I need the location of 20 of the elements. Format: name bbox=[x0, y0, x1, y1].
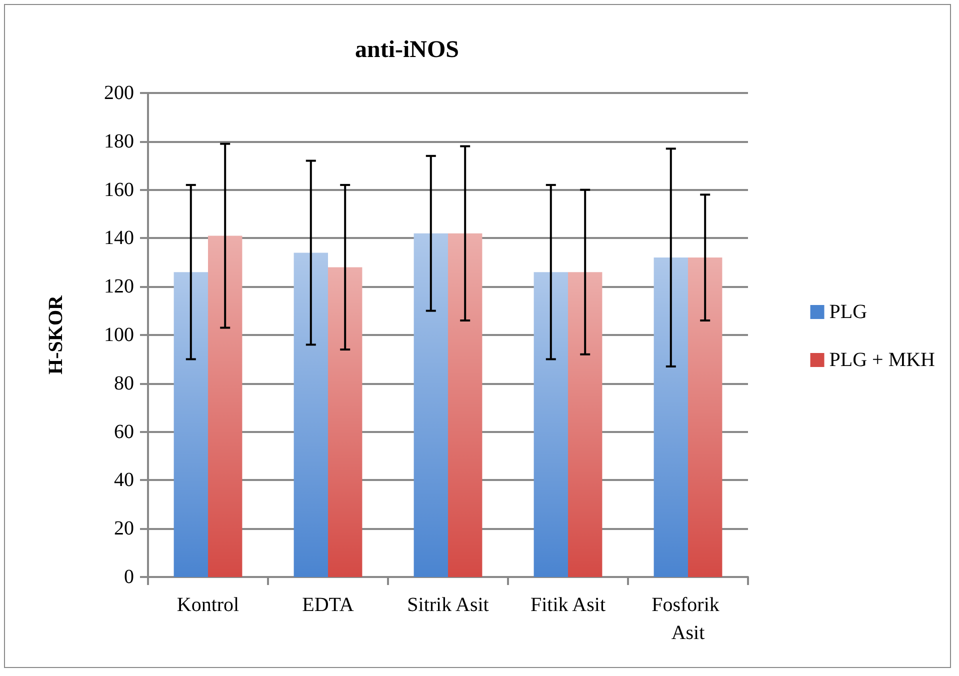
x-tick-label: Kontrol bbox=[176, 594, 240, 616]
y-tick-label: 120 bbox=[104, 276, 134, 298]
x-tick-label: Fosforik Asit bbox=[652, 594, 724, 644]
y-tick-label: 20 bbox=[114, 518, 134, 540]
x-tick-label: Sitrik Asit bbox=[407, 594, 490, 616]
y-tick-label: 160 bbox=[104, 178, 134, 201]
y-axis-title: H-SKOR bbox=[45, 295, 67, 374]
y-tick-label: 140 bbox=[104, 227, 134, 250]
x-tick-label: EDTA bbox=[302, 594, 354, 616]
y-tick-label: 60 bbox=[114, 420, 134, 443]
y-tick-label: 80 bbox=[114, 372, 134, 394]
y-tick-label: 0 bbox=[124, 566, 134, 588]
y-tick-label: 200 bbox=[104, 82, 134, 104]
legend-label: PLG bbox=[829, 301, 868, 323]
y-tick-label: 180 bbox=[104, 130, 134, 152]
chart-title: anti-iNOS bbox=[355, 37, 460, 63]
y-tick-label: 40 bbox=[114, 469, 134, 492]
legend-label: PLG + MKH bbox=[829, 349, 935, 371]
y-tick-label: 100 bbox=[104, 324, 134, 346]
x-tick-label: Fitik Asit bbox=[530, 594, 606, 616]
